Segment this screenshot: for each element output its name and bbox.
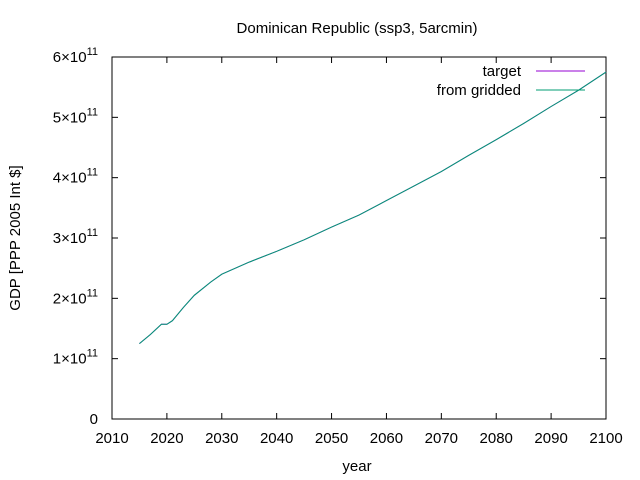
y-tick-label: 1×1011 bbox=[53, 348, 98, 368]
axis-ticks bbox=[112, 57, 606, 419]
y-tick-times: ×10 bbox=[61, 290, 86, 307]
y-tick-mantissa: 0 bbox=[90, 411, 98, 428]
y-tick-mantissa: 2 bbox=[53, 290, 61, 307]
legend-label-target: target bbox=[483, 63, 522, 80]
x-tick-label: 2050 bbox=[315, 430, 348, 447]
y-tick-exponent: 11 bbox=[87, 348, 98, 360]
y-tick-exponent: 11 bbox=[87, 227, 98, 239]
x-tick-label: 2010 bbox=[95, 430, 128, 447]
x-tick-label: 2020 bbox=[150, 430, 183, 447]
y-tick-times: ×10 bbox=[61, 109, 86, 126]
x-tick-labels: 2010 2020 2030 2040 2050 2060 2070 2080 2090 2100 bbox=[95, 430, 622, 447]
y-tick-label: 6×1011 bbox=[53, 46, 98, 66]
y-tick-mantissa: 5 bbox=[53, 109, 61, 126]
y-tick-times: ×10 bbox=[61, 351, 86, 368]
y-tick-label: 2×1011 bbox=[53, 287, 98, 307]
x-tick-label: 2070 bbox=[425, 430, 458, 447]
y-tick-times: ×10 bbox=[61, 49, 86, 66]
x-tick-label: 2100 bbox=[589, 430, 622, 447]
legend: target from gridded bbox=[437, 63, 585, 99]
y-tick-label: 0 bbox=[90, 411, 98, 428]
x-tick-label: 2030 bbox=[205, 430, 238, 447]
y-tick-label: 5×1011 bbox=[53, 106, 98, 126]
y-tick-times: ×10 bbox=[61, 230, 86, 247]
series-lines bbox=[139, 71, 607, 344]
legend-label-from-gridded: from gridded bbox=[437, 82, 521, 99]
legend-entry-from-gridded: from gridded bbox=[437, 82, 585, 99]
x-tick-label: 2080 bbox=[480, 430, 513, 447]
x-axis-label: year bbox=[342, 458, 371, 475]
y-tick-exponent: 11 bbox=[87, 167, 98, 179]
y-tick-label: 3×1011 bbox=[53, 227, 98, 247]
y-tick-mantissa: 3 bbox=[53, 230, 61, 247]
y-tick-exponent: 11 bbox=[87, 287, 98, 299]
series-line-from-gridded bbox=[139, 71, 607, 344]
x-tick-label: 2060 bbox=[370, 430, 403, 447]
chart-title: Dominican Republic (ssp3, 5arcmin) bbox=[237, 20, 478, 37]
y-tick-mantissa: 6 bbox=[53, 49, 61, 66]
x-tick-label: 2090 bbox=[534, 430, 567, 447]
y-tick-label: 4×1011 bbox=[53, 167, 98, 187]
legend-entry-target: target bbox=[483, 63, 585, 80]
y-axis-label: GDP [PPP 2005 Int $] bbox=[7, 165, 24, 310]
y-tick-mantissa: 1 bbox=[53, 351, 61, 368]
y-tick-exponent: 11 bbox=[87, 106, 98, 118]
y-tick-mantissa: 4 bbox=[53, 170, 61, 187]
x-tick-label: 2040 bbox=[260, 430, 293, 447]
y-tick-exponent: 11 bbox=[87, 46, 98, 58]
plot-frame bbox=[111, 56, 607, 420]
y-tick-times: ×10 bbox=[61, 170, 86, 187]
